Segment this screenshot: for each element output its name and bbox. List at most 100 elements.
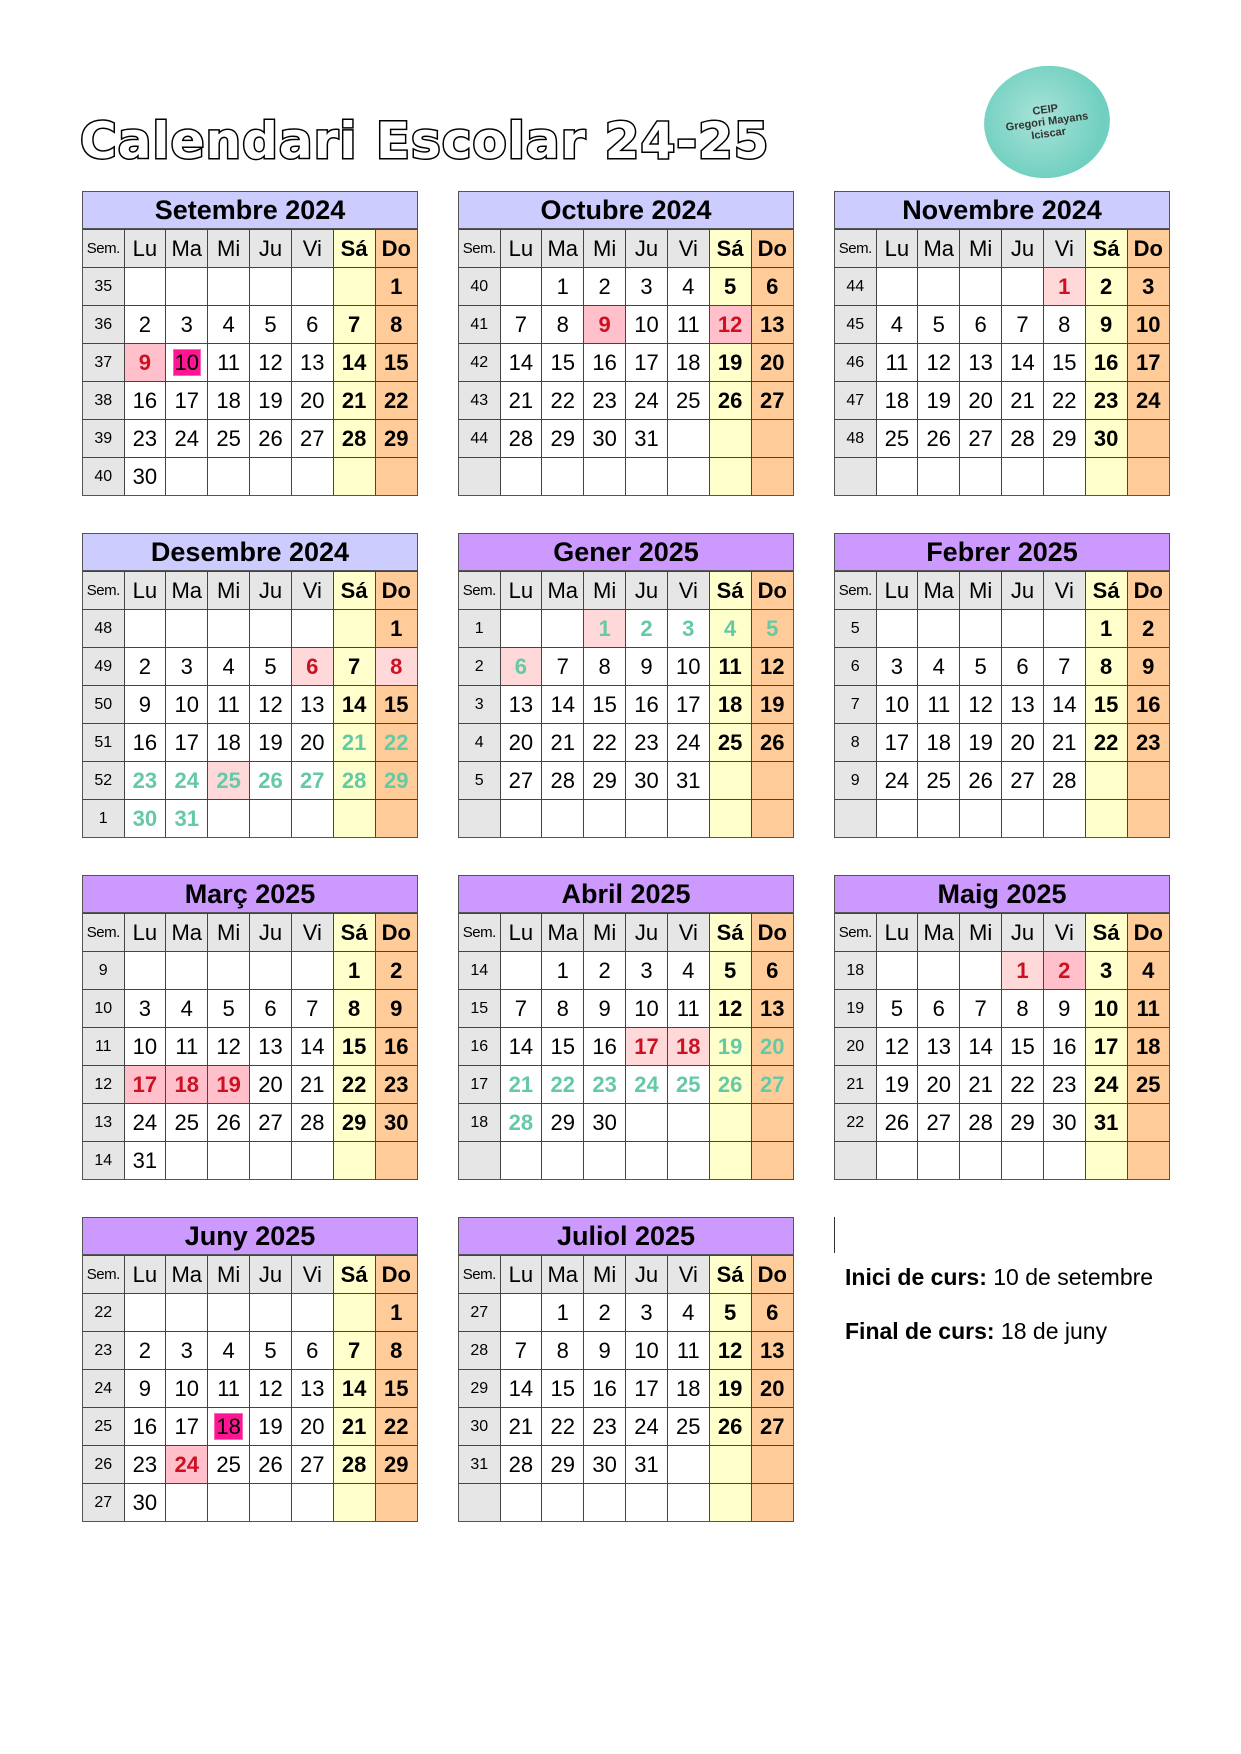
day-cell: 16 xyxy=(583,1027,627,1066)
day-cell: 9 xyxy=(123,343,167,382)
day-cell: 2 xyxy=(123,305,167,344)
day-cell xyxy=(959,267,1003,306)
day-cell: 8 xyxy=(541,305,585,344)
month-title: Juny 2025 xyxy=(83,1218,417,1255)
day-cell: 20 xyxy=(959,381,1003,420)
day-cell: 1 xyxy=(1042,267,1086,306)
day-cell xyxy=(499,457,543,495)
day-cell: 13 xyxy=(499,685,543,724)
day-cell: 16 xyxy=(583,1369,627,1408)
day-cell: 1 xyxy=(374,1293,417,1332)
day-cell: 29 xyxy=(1001,1103,1044,1142)
day-cell: 30 xyxy=(583,419,627,458)
day-cell: 7 xyxy=(332,305,376,344)
day-cell: 2 xyxy=(1042,951,1086,990)
day-cell: 8 xyxy=(541,989,585,1028)
day-cell: 21 xyxy=(959,1065,1003,1104)
day-cell xyxy=(708,1103,752,1142)
week-number: 8 xyxy=(835,723,877,762)
day-cell xyxy=(499,951,543,990)
day-cell: 25 xyxy=(666,1065,710,1104)
day-cell: 28 xyxy=(959,1103,1003,1142)
day-cell: 9 xyxy=(583,305,627,344)
day-cell: 29 xyxy=(374,1445,417,1484)
day-cell: 2 xyxy=(625,609,668,648)
week-number-header: Sem. xyxy=(835,571,877,610)
day-cell: 28 xyxy=(332,419,376,458)
day-cell: 17 xyxy=(625,1369,668,1408)
day-cell: 31 xyxy=(625,1445,668,1484)
weekday-header: Lu xyxy=(123,571,167,610)
day-cell: 31 xyxy=(666,761,710,800)
day-cell: 13 xyxy=(750,305,793,344)
week-row xyxy=(459,1483,793,1521)
weekday-header: Mi xyxy=(583,1255,627,1294)
day-cell xyxy=(666,419,710,458)
week-number: 14 xyxy=(459,951,501,990)
weekday-header: Vi xyxy=(290,1255,334,1294)
week-row: 10 3 4 5 6 7 8 9 xyxy=(83,989,417,1028)
day-cell: 18 xyxy=(666,343,710,382)
week-number: 21 xyxy=(835,1065,877,1104)
day-cell: 27 xyxy=(290,1445,334,1484)
week-number: 36 xyxy=(83,305,125,344)
day-cell: 25 xyxy=(917,761,961,800)
day-cell xyxy=(1126,457,1169,495)
day-cell: 27 xyxy=(750,381,793,420)
day-cell xyxy=(207,1141,251,1179)
day-cell: 22 xyxy=(1001,1065,1044,1104)
week-number-header: Sem. xyxy=(835,913,877,952)
day-cell xyxy=(583,457,627,495)
weekday-header: Mi xyxy=(583,229,627,268)
weekday-header: Vi xyxy=(1042,913,1086,952)
week-row: 8 17 18 19 20 21 22 23 xyxy=(835,723,1169,762)
weekday-header: Do xyxy=(750,913,793,952)
day-cell: 29 xyxy=(1042,419,1086,458)
day-cell: 7 xyxy=(1042,647,1086,686)
weekday-header-row: Sem. Lu Ma Mi Ju Vi Sá Do xyxy=(83,571,417,610)
day-cell: 5 xyxy=(750,609,793,648)
day-cell xyxy=(290,951,334,990)
day-cell xyxy=(290,1483,334,1521)
day-cell: 2 xyxy=(583,1293,627,1332)
week-row: 19 5 6 7 8 9 10 11 xyxy=(835,989,1169,1028)
day-cell: 27 xyxy=(917,1103,961,1142)
day-cell xyxy=(1084,457,1128,495)
day-number: 10 xyxy=(172,348,202,376)
weekday-header: Vi xyxy=(290,913,334,952)
day-cell: 14 xyxy=(332,1369,376,1408)
week-number: 19 xyxy=(835,989,877,1028)
weekday-header-row: Sem. Lu Ma Mi Ju Vi Sá Do xyxy=(835,571,1169,610)
day-cell: 26 xyxy=(875,1103,919,1142)
day-cell: 19 xyxy=(207,1065,251,1104)
week-number: 24 xyxy=(83,1369,125,1408)
day-cell: 12 xyxy=(207,1027,251,1066)
weekday-header: Ma xyxy=(165,229,209,268)
day-cell xyxy=(1084,761,1128,800)
week-number: 13 xyxy=(83,1103,125,1142)
day-cell: 18 xyxy=(1126,1027,1169,1066)
week-number: 28 xyxy=(459,1331,501,1370)
day-cell xyxy=(750,419,793,458)
weekday-header: Sá xyxy=(708,913,752,952)
week-row: 21 19 20 21 22 23 24 25 xyxy=(835,1065,1169,1104)
day-cell: 24 xyxy=(1126,381,1169,420)
day-cell: 31 xyxy=(625,419,668,458)
week-row: 36 2 3 4 5 6 7 8 xyxy=(83,305,417,344)
week-row xyxy=(835,457,1169,495)
day-cell xyxy=(959,799,1003,837)
week-row: 51 16 17 18 19 20 21 22 xyxy=(83,723,417,762)
weekday-header: Ju xyxy=(249,229,292,268)
day-cell: 29 xyxy=(374,419,417,458)
day-cell: 22 xyxy=(541,381,585,420)
day-cell: 3 xyxy=(625,267,668,306)
day-cell: 20 xyxy=(917,1065,961,1104)
week-number: 50 xyxy=(83,685,125,724)
weekday-header: Lu xyxy=(499,1255,543,1294)
week-number: 52 xyxy=(83,761,125,800)
day-cell xyxy=(374,1483,417,1521)
day-cell: 4 xyxy=(917,647,961,686)
week-number: 3 xyxy=(459,685,501,724)
day-cell: 24 xyxy=(875,761,919,800)
